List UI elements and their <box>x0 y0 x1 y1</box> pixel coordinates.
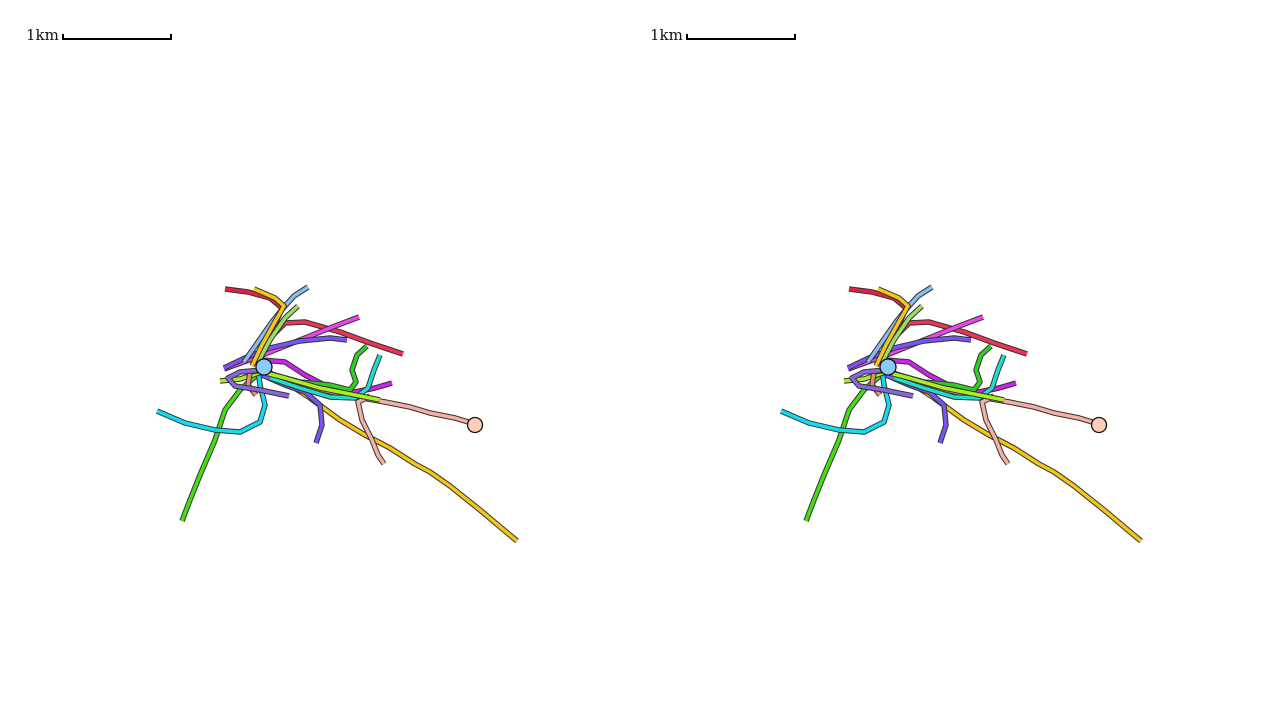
route-teal-east[interactable] <box>269 354 382 400</box>
route-purple-west-loop[interactable] <box>850 368 914 398</box>
route-lightgreen-north[interactable] <box>880 304 924 363</box>
route-pink-south[interactable] <box>356 394 386 465</box>
route-casing-yellow-main <box>884 365 1143 544</box>
route-lightgreen-north[interactable] <box>256 304 300 363</box>
scale-bar: 1km <box>26 26 172 44</box>
scale-bar-label: 1km <box>26 26 59 44</box>
route-limegreen-west[interactable] <box>219 370 381 402</box>
scale-bar-line <box>61 34 172 40</box>
station-east-terminal[interactable] <box>466 416 484 434</box>
route-pink-south[interactable] <box>980 394 1010 465</box>
route-casing-green-south <box>179 371 260 522</box>
route-violet-upper[interactable] <box>847 336 972 370</box>
route-violet-upper[interactable] <box>223 336 348 370</box>
route-yellow-north[interactable] <box>874 287 910 367</box>
route-casing-green-south <box>803 371 884 522</box>
route-green-south[interactable] <box>804 372 884 522</box>
station-hub[interactable] <box>879 358 897 376</box>
route-green-south[interactable] <box>180 372 260 522</box>
map-panel-left: 1km <box>26 26 519 544</box>
route-yellow-north[interactable] <box>250 287 286 367</box>
map-panel-right: 1km <box>624 0 1264 720</box>
route-teal-east[interactable] <box>893 354 1006 400</box>
route-limegreen-west[interactable] <box>843 370 1005 402</box>
station-east-terminal[interactable] <box>1090 416 1108 434</box>
scale-bar: 1km <box>650 26 796 44</box>
route-map-right <box>779 284 1143 544</box>
route-map-left <box>155 284 519 544</box>
station-hub[interactable] <box>255 358 273 376</box>
route-purple-west-loop[interactable] <box>226 368 290 398</box>
scale-bar-label: 1km <box>650 26 683 44</box>
route-casing-yellow-main <box>260 365 519 544</box>
scale-bar-line <box>685 34 796 40</box>
